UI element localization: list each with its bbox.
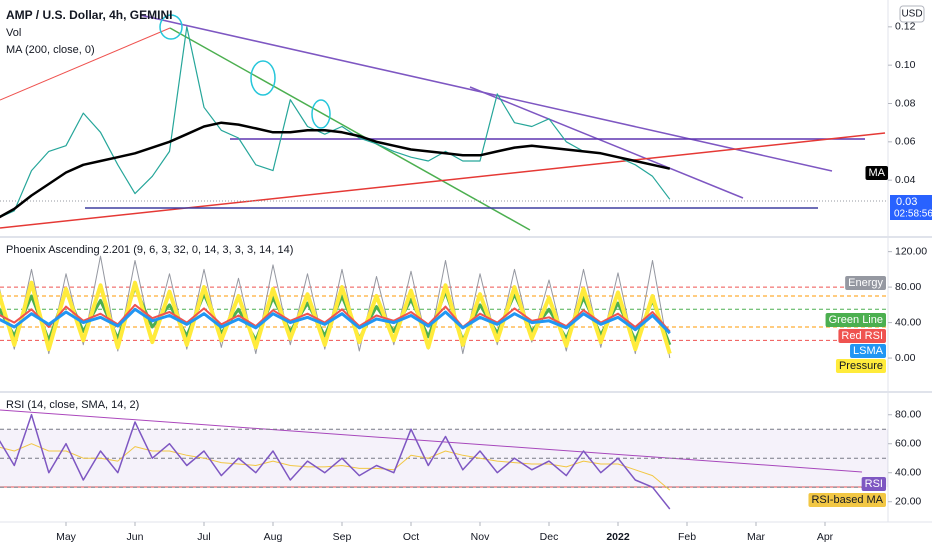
- y-tick-label: 60.00: [895, 438, 921, 450]
- layout: [0, 0, 932, 523]
- labels: AMP / U.S. Dollar, 4h, GEMINI Vol MA (20…: [6, 5, 932, 543]
- series-line: [0, 307, 671, 335]
- series-label-text: Red RSI: [841, 330, 883, 342]
- series-label-text: RSI: [865, 478, 883, 490]
- trendline: [469, 86, 744, 199]
- currency[interactable]: USD: [901, 9, 922, 20]
- trendline: [0, 409, 863, 473]
- circle-marker: [159, 14, 183, 40]
- series-label-text: MA: [869, 167, 886, 179]
- x-tick-label: Apr: [817, 531, 834, 543]
- symbol-title: AMP / U.S. Dollar, 4h, GEMINI: [6, 8, 172, 22]
- y-tick-label: 0.00: [895, 352, 916, 364]
- series-label-text: Pressure: [839, 360, 883, 372]
- y-tick-label: 20.00: [895, 495, 921, 507]
- x-tick-label: Aug: [264, 531, 283, 543]
- trendline: [169, 27, 531, 231]
- y-tick-label: 120.00: [895, 245, 927, 257]
- x-tick-label: Dec: [540, 531, 559, 543]
- series-label: Red RSI: [838, 329, 886, 343]
- series-label-box: [825, 313, 886, 327]
- y-tick-label: 0.12: [895, 21, 916, 33]
- x-tick-label: Sep: [333, 531, 352, 543]
- x-tick-label: Nov: [471, 531, 490, 543]
- indicator-legend: RSI (14, close, SMA, 14, 2): [6, 399, 139, 411]
- series-label-box: [865, 166, 888, 180]
- indicator-legend: Vol: [6, 27, 21, 39]
- marks: [0, 26, 888, 510]
- y-tick-label: 40.00: [895, 316, 921, 328]
- series-label-text: LSMA: [853, 345, 884, 357]
- series-line: [0, 26, 671, 218]
- last-price-box: [890, 195, 932, 220]
- series-label-box: [850, 344, 886, 358]
- currency-button[interactable]: [899, 5, 925, 23]
- y-tick-label: 80.00: [895, 409, 921, 421]
- countdown: 02:58:56: [894, 209, 932, 220]
- trendline: [0, 27, 171, 101]
- series-label-box: [845, 276, 886, 290]
- series-label-text: Green Line: [829, 314, 883, 326]
- series-line: [0, 413, 671, 510]
- series-line: [0, 303, 671, 333]
- series-label: LSMA: [850, 344, 886, 358]
- series-label: Green Line: [825, 313, 886, 327]
- x-tick-label: May: [56, 531, 77, 543]
- x-tick-label: Oct: [403, 531, 419, 543]
- series-label: RSI-based MA: [808, 493, 886, 507]
- x-tick-label: Mar: [747, 531, 766, 543]
- circle-marker: [311, 99, 331, 129]
- series-label-box: [835, 359, 886, 373]
- x-tick-label: Feb: [678, 531, 696, 543]
- y-tick-label: 0.04: [895, 174, 916, 186]
- series-label-text: RSI-based MA: [811, 494, 883, 506]
- series-label: Pressure: [835, 359, 886, 373]
- series-label-box: [838, 329, 886, 343]
- indicator-legend: MA (200, close, 0): [6, 44, 95, 56]
- last-price: 0.03: [896, 196, 917, 208]
- series-label: MA: [865, 166, 888, 180]
- y-tick-label: 0.06: [895, 136, 916, 148]
- trendline: [0, 132, 886, 229]
- series-label-box: [808, 493, 886, 507]
- series-label-box: [861, 477, 886, 491]
- y-tick-label: 0.10: [895, 59, 916, 71]
- x-tick-label: Jun: [127, 531, 144, 543]
- y-tick-label: 80.00: [895, 281, 921, 293]
- y-tick-label: 40.00: [895, 467, 921, 479]
- x-tick-label: 2022: [606, 531, 630, 543]
- indicator-legend: Phoenix Ascending 2.201 (9, 6, 3, 32, 0,…: [6, 244, 293, 256]
- series-line: [0, 121, 671, 219]
- circle-marker: [250, 60, 276, 96]
- x-tick-label: Jul: [197, 531, 210, 543]
- series-label: Energy: [845, 276, 886, 290]
- y-tick-label: 0.08: [895, 97, 916, 109]
- series-label: RSI: [861, 477, 886, 491]
- series-label-text: Energy: [848, 277, 883, 289]
